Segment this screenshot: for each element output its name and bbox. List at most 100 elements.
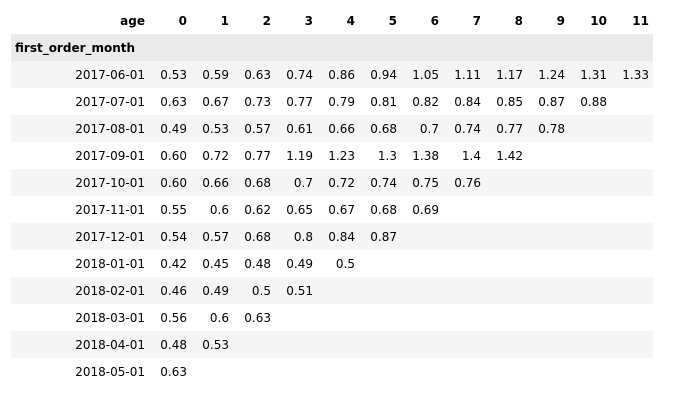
table-cell [569, 142, 611, 169]
table-cell: 0.8 [275, 223, 317, 250]
table-cell [359, 250, 401, 277]
dataframe-table-container: age 0 1 2 3 4 5 6 7 8 9 10 11 first_order_month 201… [11, 7, 653, 385]
table-cell: 0.7 [275, 169, 317, 196]
table-cell: 0.72 [191, 142, 233, 169]
table-cell: 0.49 [149, 115, 191, 142]
table-cell [485, 304, 527, 331]
table-cell [611, 196, 653, 223]
table-cell: 0.69 [401, 196, 443, 223]
table-cell: 1.11 [443, 61, 485, 88]
table-cell: 0.54 [149, 223, 191, 250]
table-cell: 0.65 [275, 196, 317, 223]
column-header: 9 [527, 7, 569, 34]
table-cell [317, 358, 359, 385]
table-cell: 0.42 [149, 250, 191, 277]
table-cell [569, 250, 611, 277]
table-cell [401, 223, 443, 250]
table-cell: 0.79 [317, 88, 359, 115]
column-header: 5 [359, 7, 401, 34]
row-index-label: 2017-09-01 [11, 142, 149, 169]
table-cell: 0.6 [191, 304, 233, 331]
table-cell: 0.48 [233, 250, 275, 277]
column-header: 4 [317, 7, 359, 34]
table-cell [527, 250, 569, 277]
table-cell [443, 223, 485, 250]
table-row: 2018-02-01 0.46 0.49 0.5 0.51 [11, 277, 653, 304]
table-cell [569, 304, 611, 331]
table-cell: 0.60 [149, 142, 191, 169]
table-row: 2017-08-01 0.49 0.53 0.57 0.61 0.66 0.68 0.7 0.7… [11, 115, 653, 142]
index-name-row-filler [317, 34, 359, 61]
table-cell: 0.75 [401, 169, 443, 196]
table-cell: 0.5 [233, 277, 275, 304]
table-cell: 1.05 [401, 61, 443, 88]
table-cell [359, 331, 401, 358]
table-cell [527, 358, 569, 385]
table-cell [611, 277, 653, 304]
table-cell: 1.19 [275, 142, 317, 169]
table-cell: 0.66 [191, 169, 233, 196]
table-cell: 0.53 [149, 61, 191, 88]
table-cell [485, 277, 527, 304]
table-cell: 0.77 [233, 142, 275, 169]
table-cell: 0.49 [191, 277, 233, 304]
table-cell: 0.87 [527, 88, 569, 115]
index-name-row: first_order_month [11, 34, 653, 61]
index-name-row-filler [569, 34, 611, 61]
table-cell: 0.55 [149, 196, 191, 223]
table-cell: 0.60 [149, 169, 191, 196]
table-cell: 0.53 [191, 331, 233, 358]
table-cell: 0.59 [191, 61, 233, 88]
table-cell [569, 115, 611, 142]
table-row: 2017-07-01 0.63 0.67 0.73 0.77 0.79 0.81 0.82 0.… [11, 88, 653, 115]
table-cell [569, 277, 611, 304]
column-header-row: age 0 1 2 3 4 5 6 7 8 9 10 11 [11, 7, 653, 34]
table-cell [359, 304, 401, 331]
table-cell: 0.53 [191, 115, 233, 142]
table-cell: 0.84 [443, 88, 485, 115]
table-cell: 0.78 [527, 115, 569, 142]
index-name-header: first_order_month [11, 34, 149, 61]
table-cell: 0.81 [359, 88, 401, 115]
table-cell: 0.63 [233, 304, 275, 331]
table-cell: 0.68 [359, 196, 401, 223]
table-cell: 0.76 [443, 169, 485, 196]
table-cell [611, 358, 653, 385]
table-cell: 1.4 [443, 142, 485, 169]
table-row: 2017-09-01 0.60 0.72 0.77 1.19 1.23 1.3 1.38 1.4… [11, 142, 653, 169]
table-cell [401, 250, 443, 277]
column-header: 0 [149, 7, 191, 34]
column-header: 2 [233, 7, 275, 34]
table-cell [527, 304, 569, 331]
table-cell: 0.68 [233, 169, 275, 196]
index-name-row-filler [275, 34, 317, 61]
table-cell: 0.74 [359, 169, 401, 196]
row-index-label: 2018-01-01 [11, 250, 149, 277]
table-header: age 0 1 2 3 4 5 6 7 8 9 10 11 first_order_month [11, 7, 653, 61]
dataframe-table: age 0 1 2 3 4 5 6 7 8 9 10 11 first_order_month 201… [11, 7, 653, 385]
table-cell [611, 88, 653, 115]
column-header: 7 [443, 7, 485, 34]
table-cell [569, 169, 611, 196]
table-cell [191, 358, 233, 385]
table-cell: 0.87 [359, 223, 401, 250]
column-header: 11 [611, 7, 653, 34]
table-cell [401, 304, 443, 331]
table-cell [317, 304, 359, 331]
table-cell: 0.84 [317, 223, 359, 250]
table-cell [569, 196, 611, 223]
table-cell [569, 358, 611, 385]
index-name-row-filler [191, 34, 233, 61]
table-cell [611, 304, 653, 331]
index-name-row-filler [149, 34, 191, 61]
table-cell: 1.3 [359, 142, 401, 169]
row-index-label: 2017-12-01 [11, 223, 149, 250]
table-cell: 0.45 [191, 250, 233, 277]
table-cell: 0.94 [359, 61, 401, 88]
row-index-label: 2018-03-01 [11, 304, 149, 331]
row-index-label: 2018-04-01 [11, 331, 149, 358]
table-row: 2017-06-01 0.53 0.59 0.63 0.74 0.86 0.94 1.05 1.… [11, 61, 653, 88]
columns-name-header: age [11, 7, 149, 34]
table-cell [359, 277, 401, 304]
table-cell: 0.57 [191, 223, 233, 250]
